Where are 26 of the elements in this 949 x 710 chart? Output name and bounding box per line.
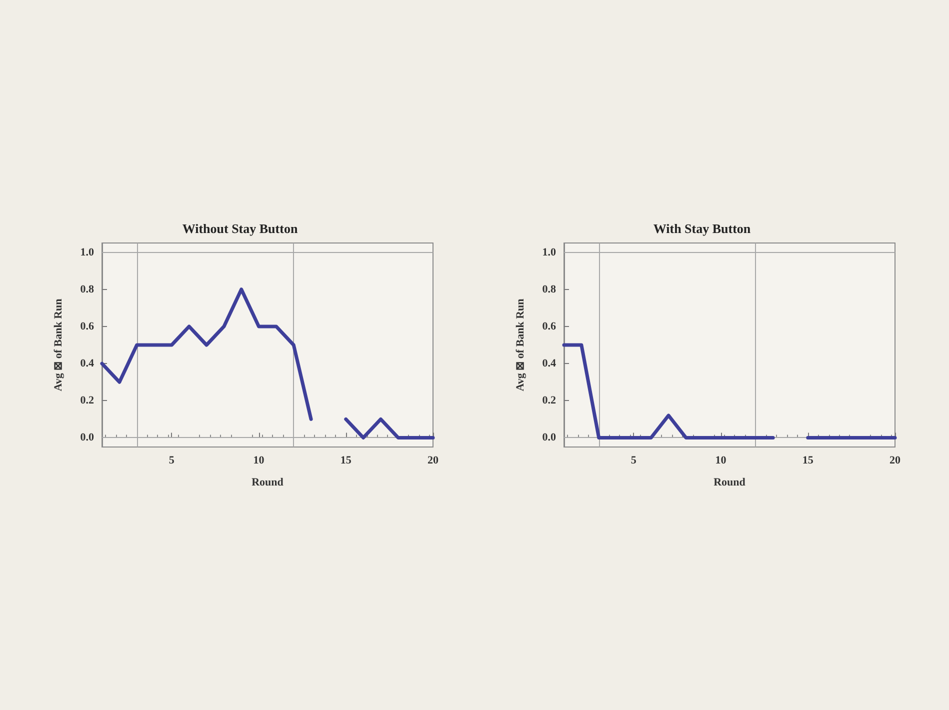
x-axis-title: Round	[714, 476, 746, 488]
x-tick-label: 10	[253, 454, 265, 466]
x-tick-label: 15	[802, 454, 814, 466]
y-tick-label: 0.8	[542, 283, 556, 296]
y-tick-label: 0.4	[80, 358, 94, 370]
y-tick-label: 1.0	[80, 246, 94, 258]
y-axis-title: Avg ⊠ of Bank Run	[52, 298, 64, 392]
x-tick-label: 5	[630, 454, 637, 466]
x-tick-label: 20	[890, 454, 901, 466]
y-tick-label: 0.8	[80, 283, 94, 296]
y-tick-label: 0.6	[80, 320, 94, 332]
y-tick-label: 0.4	[542, 358, 556, 370]
chart-title: Without Stay Button	[182, 221, 298, 236]
y-tick-label: 0.6	[542, 320, 556, 332]
y-tick-label: 0.2	[542, 394, 556, 407]
x-axis-title: Round	[252, 476, 284, 488]
x-tick-label: 15	[340, 454, 352, 466]
chart-title: With Stay Button	[653, 221, 752, 236]
y-axis-title: Avg ⊠ of Bank Run	[514, 298, 526, 392]
y-tick-label: 0.0	[542, 432, 556, 444]
x-tick-label: 20	[428, 454, 439, 466]
y-tick-label: 0.0	[80, 432, 94, 444]
y-tick-label: 0.2	[80, 394, 94, 407]
x-tick-label: 5	[168, 454, 175, 466]
y-tick-label: 1.0	[542, 246, 556, 258]
x-tick-label: 10	[715, 454, 727, 466]
